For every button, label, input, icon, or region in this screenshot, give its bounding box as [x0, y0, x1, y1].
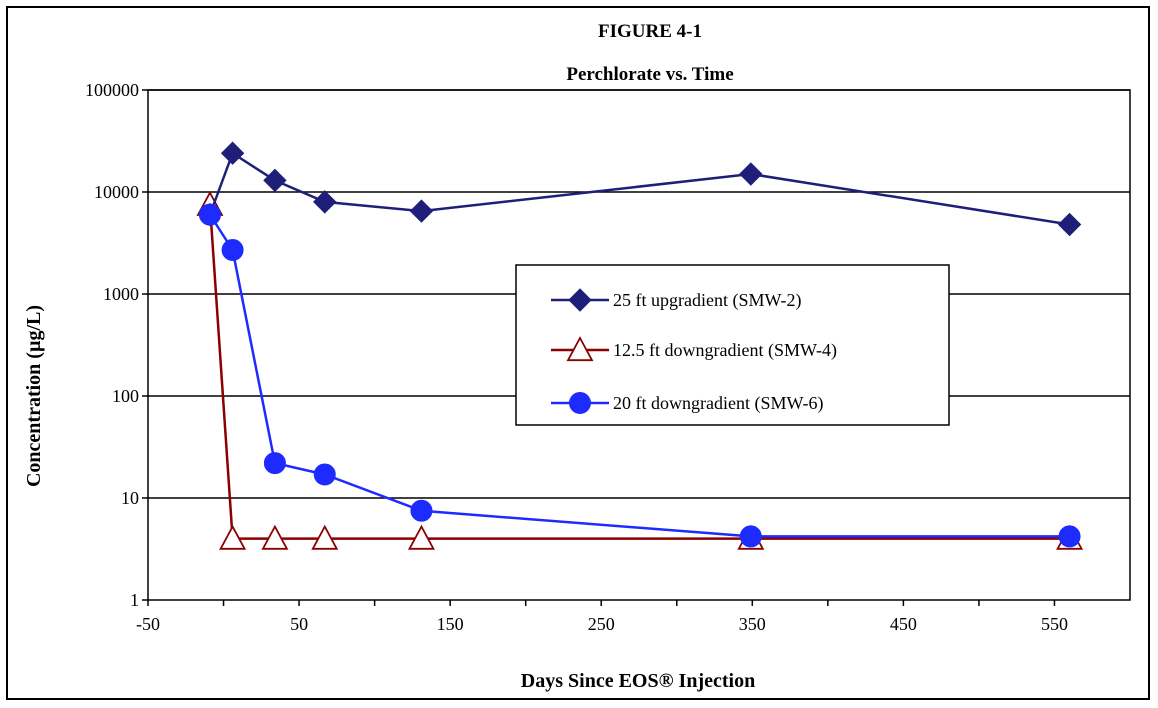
- y-axis-label: Concentration (µg/L): [23, 305, 45, 487]
- point-marker: [1058, 525, 1081, 548]
- point-marker: [263, 168, 287, 193]
- point-marker: [739, 162, 763, 186]
- point-marker: [407, 524, 435, 550]
- point-marker: [261, 524, 289, 550]
- x-tick-label: 150: [437, 614, 464, 634]
- legend-label: 20 ft downgradient (SMW-6): [613, 393, 823, 414]
- point-marker: [409, 199, 434, 223]
- grid-layer: [147, 89, 1131, 601]
- point-marker: [739, 525, 762, 548]
- series-0: [198, 141, 1082, 237]
- point-marker: [568, 288, 592, 312]
- point-marker: [566, 336, 594, 362]
- point-marker: [569, 392, 591, 414]
- point-marker: [221, 239, 244, 262]
- x-tick-label: 450: [890, 614, 917, 634]
- x-axis-label: Days Since EOS® Injection: [521, 670, 755, 692]
- chart-subtitle: Perchlorate vs. Time: [566, 64, 733, 85]
- series-line: [208, 151, 1070, 226]
- axes-layer: 1 10 100 1000 10000 100000 -50 50 150 250 350 450 55…: [85, 80, 1068, 634]
- y-tick-label: 100: [112, 386, 139, 406]
- y-tick-label: 100000: [85, 80, 139, 100]
- x-tick-label: 350: [739, 614, 766, 634]
- legend: 25 ft upgradient (SMW-2) 12.5 ft downgrad…: [515, 264, 950, 426]
- point-marker: [311, 524, 339, 550]
- series-2: [198, 203, 1081, 548]
- point-marker: [220, 141, 245, 165]
- y-tick-label: 10: [121, 488, 139, 508]
- point-marker: [1057, 212, 1082, 237]
- legend-label: 12.5 ft downgradient (SMW-4): [613, 340, 837, 361]
- x-tick-label: 50: [290, 614, 308, 634]
- y-tick-label: 1000: [103, 284, 139, 304]
- point-marker: [198, 203, 221, 226]
- legend-label: 25 ft upgradient (SMW-2): [613, 290, 801, 311]
- x-tick-label: 550: [1041, 614, 1068, 634]
- point-marker: [410, 499, 433, 522]
- x-tick-label: -50: [136, 614, 160, 634]
- point-marker: [263, 452, 286, 475]
- point-marker: [219, 524, 247, 550]
- point-marker: [313, 463, 336, 486]
- series-layer: [196, 141, 1084, 550]
- y-tick-label: 10000: [94, 182, 139, 202]
- point-marker: [313, 190, 337, 214]
- chart-title: FIGURE 4-1: [598, 21, 702, 42]
- y-tick-label: 1: [130, 590, 139, 610]
- x-tick-label: 250: [588, 614, 615, 634]
